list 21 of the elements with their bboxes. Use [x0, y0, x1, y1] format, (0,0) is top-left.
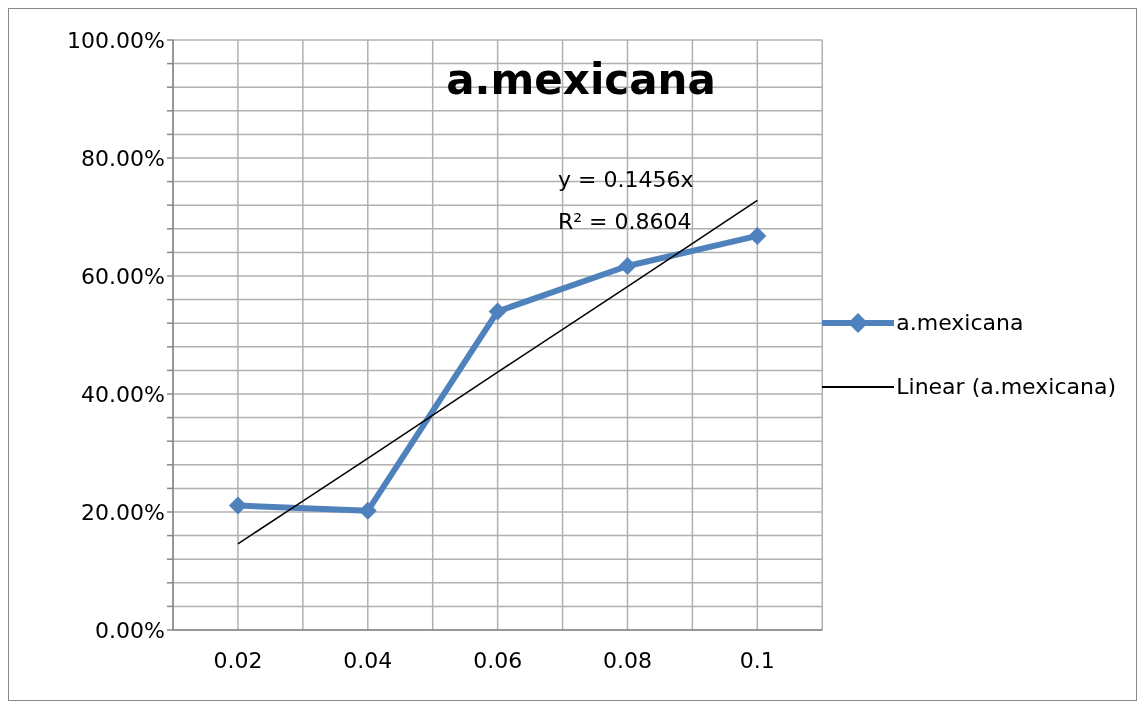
- x-tick-label: 0.08: [602, 647, 652, 673]
- legend-label: Linear (a.mexicana): [896, 374, 1116, 399]
- legend-label: a.mexicana: [896, 310, 1024, 335]
- annotation: R² = 0.8604: [558, 209, 692, 234]
- y-tick-label: 60.00%: [81, 263, 165, 289]
- x-tick-label: 0.06: [473, 647, 523, 673]
- line-series: [237, 199, 759, 545]
- y-tick-label: 0.00%: [95, 617, 165, 643]
- x-tick-label: 0.1: [739, 647, 775, 673]
- point: [488, 302, 507, 321]
- point: [748, 226, 767, 245]
- x-tick-label: 0.02: [213, 647, 263, 673]
- annotation: y = 0.1456x: [558, 167, 694, 192]
- y-tick-label: 100.00%: [67, 27, 165, 53]
- y-tick-label: 80.00%: [81, 145, 165, 171]
- y-tick-label: 20.00%: [81, 499, 165, 525]
- point: [228, 496, 247, 515]
- chart-title: a.mexicana: [446, 55, 716, 104]
- x-tick-label: 0.04: [343, 647, 393, 673]
- y-tick-label: 40.00%: [81, 381, 165, 407]
- point: [618, 256, 637, 275]
